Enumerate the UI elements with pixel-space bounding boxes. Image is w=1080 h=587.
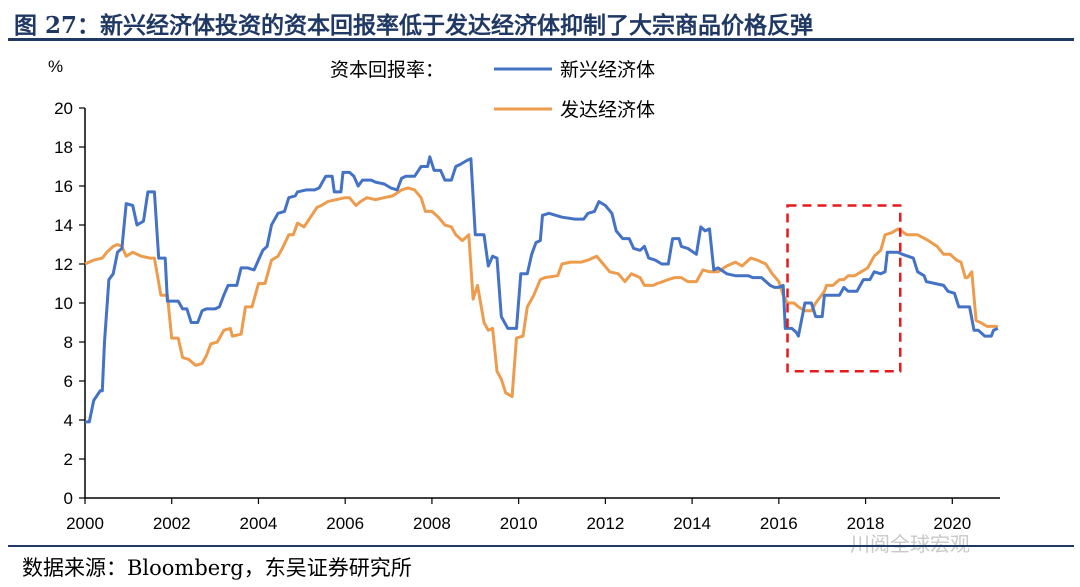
- title-rule: [8, 38, 1074, 41]
- x-tick-label: 2016: [760, 514, 798, 533]
- y-tick-label: 8: [64, 333, 73, 352]
- y-axis-unit-label: %: [48, 57, 63, 76]
- y-tick-label: 4: [64, 411, 73, 430]
- source-rule: [8, 545, 1074, 547]
- watermark: 川阅全球宏观: [850, 532, 970, 556]
- series-line-emerging: [85, 155, 999, 424]
- source-note: 数据来源：Bloomberg，东吴证券研究所: [22, 556, 412, 580]
- y-tick-label: 10: [54, 294, 73, 313]
- y-tick-label: 16: [54, 177, 73, 196]
- x-ticks: 2000 2002 2004 2006 2008 2010 2012 2014 2016 2018…: [66, 498, 971, 533]
- series-line-developed: [84, 186, 998, 399]
- y-tick-label: 14: [54, 216, 73, 235]
- legend-title: 资本回报率：: [330, 59, 444, 81]
- x-tick-label: 2002: [153, 514, 191, 533]
- x-tick-label: 2010: [500, 514, 538, 533]
- x-tick-label: 2014: [673, 514, 711, 533]
- x-tick-label: 2012: [586, 514, 624, 533]
- x-tick-label: 2020: [933, 514, 971, 533]
- x-tick-label: 2006: [326, 514, 364, 533]
- highlight-box: [786, 204, 902, 373]
- legend-label-developed: 发达经济体: [560, 99, 655, 121]
- x-tick-label: 2004: [240, 514, 278, 533]
- x-tick-label: 2000: [66, 514, 104, 533]
- legend-label-emerging: 新兴经济体: [560, 59, 655, 81]
- axes: %: [48, 57, 1000, 499]
- y-tick-label: 2: [64, 450, 73, 469]
- x-tick-label: 2018: [847, 514, 885, 533]
- x-tick-label: 2008: [413, 514, 451, 533]
- y-tick-label: 0: [64, 489, 73, 508]
- y-tick-label: 20: [54, 99, 73, 118]
- y-ticks: 0 2 4 6 8 10 12 14 16 18 20: [54, 99, 85, 508]
- legend: 资本回报率： 新兴经济体 发达经济体: [330, 59, 655, 121]
- y-tick-label: 6: [64, 372, 73, 391]
- y-tick-label: 12: [54, 255, 73, 274]
- series-layer: [84, 155, 999, 424]
- y-tick-label: 18: [54, 138, 73, 157]
- figure-title: 图 27：新兴经济体投资的资本回报率低于发达经济体抑制了大宗商品价格反弹: [14, 12, 814, 39]
